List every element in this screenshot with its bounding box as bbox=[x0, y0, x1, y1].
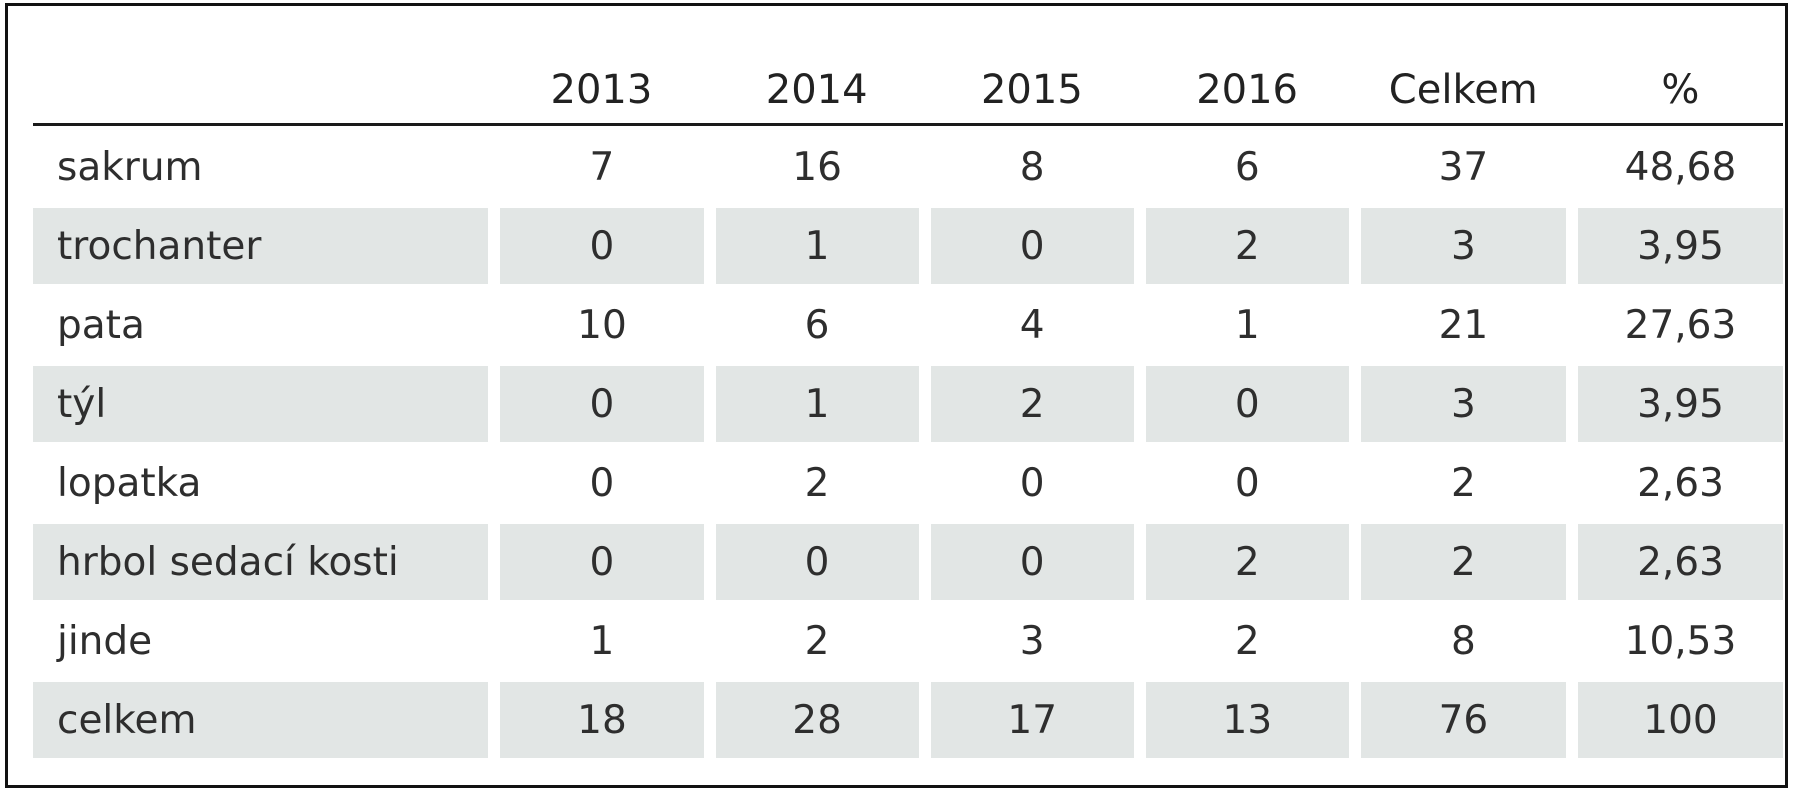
data-table: 2013 2014 2015 2016 Celkem % sakrum 7 16… bbox=[33, 36, 1784, 758]
table-row-jinde: jinde 1 2 3 2 8 10,53 bbox=[33, 603, 1783, 679]
cell-2013: 10 bbox=[577, 302, 627, 348]
cell-celkem: 37 bbox=[1438, 144, 1489, 190]
header-cell-percent: % bbox=[1661, 67, 1700, 113]
cell-2014: 16 bbox=[792, 144, 842, 190]
cell-celkem: 2 bbox=[1360, 524, 1566, 600]
cell-2013: 0 bbox=[500, 366, 704, 442]
row-label: lopatka bbox=[57, 460, 202, 506]
row-label: pata bbox=[57, 302, 145, 348]
cell-2016: 2 bbox=[1145, 524, 1349, 600]
cell-2016: 2 bbox=[1145, 208, 1349, 284]
cell-celkem: 8 bbox=[1451, 618, 1476, 664]
cell-percent: 2,63 bbox=[1577, 524, 1784, 600]
cell-2016: 0 bbox=[1234, 460, 1260, 506]
cell-2016: 6 bbox=[1234, 144, 1260, 190]
cell-2016: 2 bbox=[1234, 618, 1260, 664]
header-cell-celkem: Celkem bbox=[1388, 67, 1538, 113]
cell-2016: 13 bbox=[1145, 682, 1349, 758]
cell-percent: 3,95 bbox=[1577, 366, 1784, 442]
row-label: celkem bbox=[33, 682, 489, 758]
header-cell-2015: 2015 bbox=[980, 67, 1083, 113]
cell-2015: 8 bbox=[1019, 144, 1045, 190]
cell-percent: 27,63 bbox=[1624, 302, 1737, 348]
table-row-lopatka: lopatka 0 2 0 0 2 2,63 bbox=[33, 445, 1783, 521]
cell-celkem: 3 bbox=[1360, 208, 1566, 284]
cell-2014: 28 bbox=[715, 682, 919, 758]
cell-percent: 2,63 bbox=[1637, 460, 1724, 506]
row-label: trochanter bbox=[33, 208, 489, 284]
cell-2013: 0 bbox=[500, 524, 704, 600]
cell-celkem: 2 bbox=[1451, 460, 1476, 506]
table-header-row: 2013 2014 2015 2016 Celkem % bbox=[33, 36, 1783, 126]
cell-2013: 18 bbox=[500, 682, 704, 758]
cell-percent: 3,95 bbox=[1577, 208, 1784, 284]
cell-2015: 4 bbox=[1019, 302, 1045, 348]
cell-2015: 3 bbox=[1019, 618, 1045, 664]
row-label: hrbol sedací kosti bbox=[33, 524, 489, 600]
table-row-tyl: týl 0 1 2 0 3 3,95 bbox=[33, 366, 1784, 442]
cell-2013: 0 bbox=[589, 460, 615, 506]
header-cell-2016: 2016 bbox=[1196, 67, 1298, 113]
cell-percent: 48,68 bbox=[1624, 144, 1737, 190]
cell-2014: 1 bbox=[715, 366, 919, 442]
cell-2014: 2 bbox=[804, 460, 830, 506]
table-frame: 2013 2014 2015 2016 Celkem % sakrum 7 16… bbox=[5, 3, 1788, 788]
table-row-trochanter: trochanter 0 1 0 2 3 3,95 bbox=[33, 208, 1784, 284]
cell-2015: 0 bbox=[930, 524, 1134, 600]
table-row-pata: pata 10 6 4 1 21 27,63 bbox=[33, 287, 1783, 363]
cell-2015: 0 bbox=[930, 208, 1134, 284]
cell-2013: 1 bbox=[589, 618, 615, 664]
row-label: jinde bbox=[57, 618, 153, 664]
cell-2016: 1 bbox=[1234, 302, 1260, 348]
cell-percent: 100 bbox=[1577, 682, 1784, 758]
cell-2014: 2 bbox=[804, 618, 830, 664]
cell-2014: 1 bbox=[715, 208, 919, 284]
cell-2014: 0 bbox=[715, 524, 919, 600]
cell-celkem: 21 bbox=[1438, 302, 1489, 348]
header-cell-2013: 2013 bbox=[550, 67, 653, 113]
header-cell-label bbox=[33, 36, 488, 123]
row-label: týl bbox=[33, 366, 489, 442]
row-label: sakrum bbox=[57, 144, 203, 190]
table-row-sakrum: sakrum 7 16 8 6 37 48,68 bbox=[33, 129, 1783, 205]
cell-celkem: 3 bbox=[1360, 366, 1566, 442]
cell-2015: 0 bbox=[1019, 460, 1045, 506]
cell-2014: 6 bbox=[804, 302, 830, 348]
cell-2013: 7 bbox=[589, 144, 615, 190]
cell-celkem: 76 bbox=[1360, 682, 1566, 758]
cell-2015: 2 bbox=[930, 366, 1134, 442]
cell-2013: 0 bbox=[500, 208, 704, 284]
cell-2015: 17 bbox=[930, 682, 1134, 758]
cell-percent: 10,53 bbox=[1624, 618, 1737, 664]
header-cell-2014: 2014 bbox=[765, 67, 868, 113]
cell-2016: 0 bbox=[1145, 366, 1349, 442]
table-row-celkem: celkem 18 28 17 13 76 100 bbox=[33, 682, 1784, 758]
table-row-hrbol-sedaci-kosti: hrbol sedací kosti 0 0 0 2 2 2,63 bbox=[33, 524, 1784, 600]
